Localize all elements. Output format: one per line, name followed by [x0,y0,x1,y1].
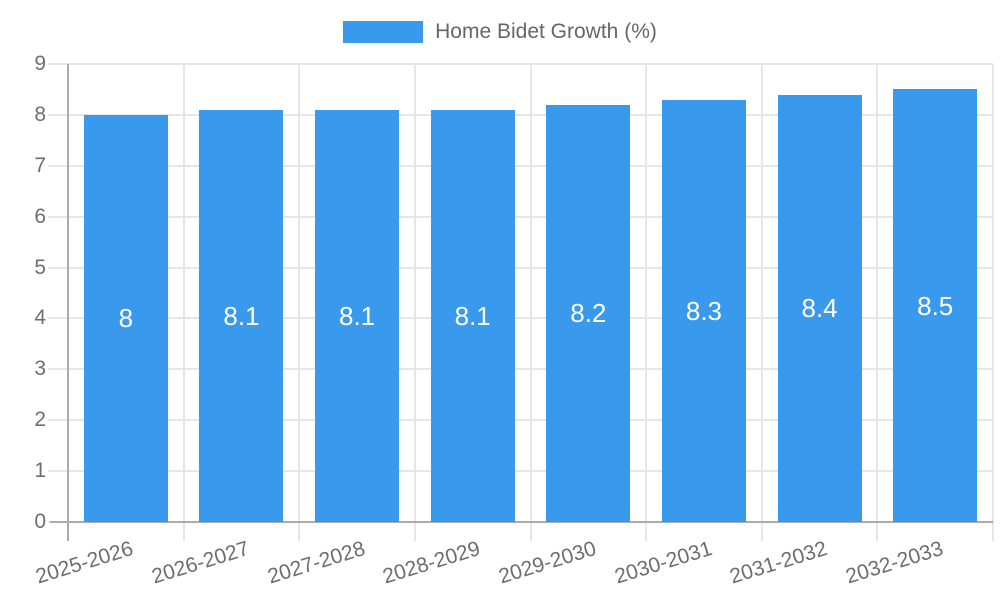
y-tick-label: 7 [34,153,46,177]
chart-legend: Home Bidet Growth (%) [0,21,1000,43]
h-gridline [48,266,993,269]
bar-value-label: 8.4 [801,293,838,324]
v-gridline [413,64,416,541]
bar-value-label: 8 [118,303,134,334]
bar-value-label: 8.5 [917,290,954,321]
x-tick-label: 2026-2027 [149,537,252,589]
y-tick-label: 2 [34,408,46,432]
y-tick-label: 6 [34,204,46,228]
y-tick-label: 5 [34,255,46,279]
y-tick-label: 3 [34,357,46,381]
x-tick-label: 2025-2026 [33,537,137,589]
x-tick-label: 2029-2030 [495,537,599,589]
x-axis-line [50,521,993,523]
y-axis-line [67,64,69,541]
x-tick-label: 2031-2032 [727,537,830,589]
v-gridline [992,64,994,541]
h-gridline [48,368,993,371]
v-gridline [876,64,879,541]
legend-label: Home Bidet Growth (%) [435,20,657,43]
legend-swatch [343,21,424,43]
bar-value-label: 8.1 [338,300,376,331]
y-tick-label: 4 [34,306,46,330]
x-tick-label: 2032-2033 [842,537,946,589]
bar [315,109,400,522]
bar-value-label: 8.2 [570,298,607,329]
bar-value-label: 8.1 [454,300,491,331]
y-tick-label: 9 [34,52,46,75]
v-gridline [760,64,763,541]
h-gridline [48,63,993,65]
bar [893,89,978,522]
v-gridline [182,64,185,541]
bar [661,99,746,522]
v-gridline [298,64,301,541]
v-gridline [645,64,648,541]
h-gridline [48,470,993,473]
bar [777,94,862,522]
bar [546,104,631,522]
h-gridline [48,317,993,320]
h-gridline [48,164,993,167]
y-tick-label: 1 [34,459,46,483]
h-gridline [48,419,993,422]
bar-value-label: 8.1 [223,300,260,331]
h-gridline [48,215,993,218]
y-tick-label: 0 [34,510,46,533]
bar [199,109,284,522]
x-tick-label: 2028-2029 [380,537,484,589]
y-tick-label: 8 [34,102,46,126]
v-gridline [529,64,532,541]
bar [430,109,515,522]
x-tick-label: 2027-2028 [264,537,368,589]
h-gridline [48,113,993,116]
bar [83,114,168,522]
x-tick-label: 2030-2031 [611,537,715,589]
bar-value-label: 8.3 [685,295,723,326]
